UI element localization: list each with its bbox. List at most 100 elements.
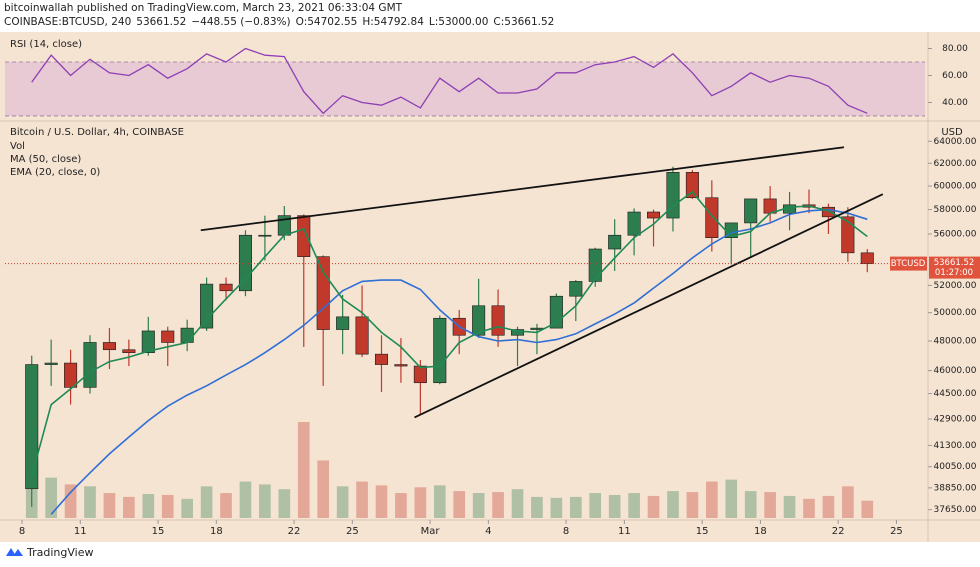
candle-body bbox=[627, 211, 641, 236]
candle-body bbox=[25, 364, 39, 490]
x-tick-label: 22 bbox=[288, 526, 301, 537]
brand-logo bbox=[6, 548, 23, 556]
volume-bar bbox=[628, 493, 640, 518]
volume-bar bbox=[861, 500, 874, 518]
x-tick-label: 8 bbox=[19, 526, 25, 537]
volume-bar bbox=[259, 484, 271, 518]
legend-ema: EMA (20, close, 0) bbox=[10, 167, 100, 178]
volume-bar bbox=[336, 486, 349, 518]
ohlc-key: C: bbox=[493, 16, 504, 28]
ohlc-key: O: bbox=[296, 16, 308, 28]
candle-body bbox=[44, 362, 58, 365]
volume-bar bbox=[317, 460, 330, 518]
volume-bar bbox=[531, 496, 543, 518]
legend-ma: MA (50, close) bbox=[10, 154, 81, 165]
x-tick-label: 18 bbox=[210, 526, 223, 537]
volume-bar bbox=[550, 497, 563, 518]
volume-bar bbox=[589, 493, 602, 518]
x-tick-label: 25 bbox=[346, 526, 359, 537]
volume-bar bbox=[647, 495, 660, 518]
candle-body bbox=[569, 281, 583, 297]
y-tick-label: 58000.00 bbox=[934, 205, 977, 215]
volume-bar bbox=[278, 489, 291, 518]
candle-body bbox=[394, 364, 408, 367]
y-tick-label: 48000.00 bbox=[934, 337, 977, 347]
candle-body bbox=[433, 317, 447, 384]
candle-body bbox=[336, 316, 350, 330]
candle-body bbox=[64, 362, 78, 388]
trendline bbox=[200, 146, 845, 232]
volume-bar bbox=[842, 486, 854, 518]
y-tick-label: 50000.00 bbox=[934, 308, 977, 318]
volume-bar bbox=[706, 481, 718, 518]
x-tick-label: 15 bbox=[696, 526, 709, 537]
x-tick-label: 15 bbox=[152, 526, 165, 537]
indicator-line bbox=[50, 208, 868, 515]
y-tick-label: 52000.00 bbox=[934, 281, 977, 291]
volume-bar bbox=[686, 492, 699, 518]
x-tick-label: 11 bbox=[74, 526, 87, 537]
rsi-band bbox=[5, 61, 925, 116]
volume-bar bbox=[764, 492, 776, 518]
ohlc-value: 53000.00 bbox=[438, 16, 488, 28]
candle-body bbox=[219, 283, 233, 292]
candle-body bbox=[608, 234, 622, 250]
candle-body bbox=[860, 252, 874, 264]
volume-bar bbox=[569, 496, 582, 518]
y-tick-label: 41300.00 bbox=[934, 441, 977, 451]
y-tick-label: 56000.00 bbox=[934, 229, 977, 239]
candle-body bbox=[180, 327, 194, 343]
y-tick-label: 60.00 bbox=[942, 71, 968, 81]
candle-body bbox=[588, 248, 602, 282]
x-tick-label: 8 bbox=[563, 526, 569, 537]
y-tick-label: 60000.00 bbox=[934, 182, 977, 192]
volume-bar bbox=[200, 486, 213, 518]
candle-body bbox=[491, 305, 505, 336]
candle-body bbox=[666, 172, 680, 219]
rsi-title: RSI (14, close) bbox=[10, 39, 82, 50]
ohlc-value: 54702.55 bbox=[307, 16, 357, 28]
y-tick-label: 46000.00 bbox=[934, 366, 977, 376]
volume-bar bbox=[103, 493, 116, 518]
y-tick-label: 42900.00 bbox=[934, 415, 977, 425]
ohlc-value: 54792.84 bbox=[374, 16, 424, 28]
volume-bar bbox=[608, 494, 621, 518]
y-axis-label: USD bbox=[941, 127, 963, 138]
volume-bar bbox=[123, 496, 135, 518]
change: −448.55 (−0.83%) bbox=[191, 16, 290, 28]
volume-bar bbox=[297, 422, 310, 518]
price-tag: BTCUSD bbox=[891, 259, 926, 269]
candle-body bbox=[821, 206, 835, 218]
candle-body bbox=[83, 342, 97, 388]
candle-body bbox=[841, 216, 855, 254]
volume-bar bbox=[744, 491, 757, 518]
volume-bar bbox=[375, 485, 388, 518]
x-tick-label: 11 bbox=[618, 526, 631, 537]
candle-body bbox=[200, 283, 214, 329]
volume-bar bbox=[84, 486, 96, 518]
x-tick-label: 25 bbox=[890, 526, 903, 537]
candle-body bbox=[510, 329, 525, 336]
price-label: 53661.52 bbox=[934, 258, 975, 268]
symbol: COINBASE:BTCUSD, 240 bbox=[4, 16, 131, 28]
last-price: 53661.52 bbox=[136, 16, 186, 28]
volume-bar bbox=[181, 498, 194, 518]
main-title: Bitcoin / U.S. Dollar, 4h, COINBASE bbox=[10, 127, 184, 138]
plot-background bbox=[0, 32, 980, 542]
x-tick-label: 18 bbox=[754, 526, 767, 537]
volume-bar bbox=[45, 477, 57, 518]
volume-bar bbox=[414, 487, 427, 518]
volume-bar bbox=[783, 495, 796, 518]
volume-bar bbox=[356, 481, 368, 518]
candle-body bbox=[316, 256, 330, 330]
rsi-line bbox=[31, 47, 868, 115]
publish-info: bitcoinwallah published on TradingView.c… bbox=[4, 2, 403, 14]
x-tick-label: 22 bbox=[832, 526, 845, 537]
candle-body bbox=[647, 211, 661, 219]
y-tick-label: 37650.00 bbox=[934, 505, 977, 515]
y-tick-label: 64000.00 bbox=[934, 137, 977, 147]
price-tag-box bbox=[890, 256, 927, 271]
volume-bar bbox=[239, 481, 252, 518]
volume-bar bbox=[220, 493, 232, 518]
candle-body bbox=[705, 197, 719, 239]
